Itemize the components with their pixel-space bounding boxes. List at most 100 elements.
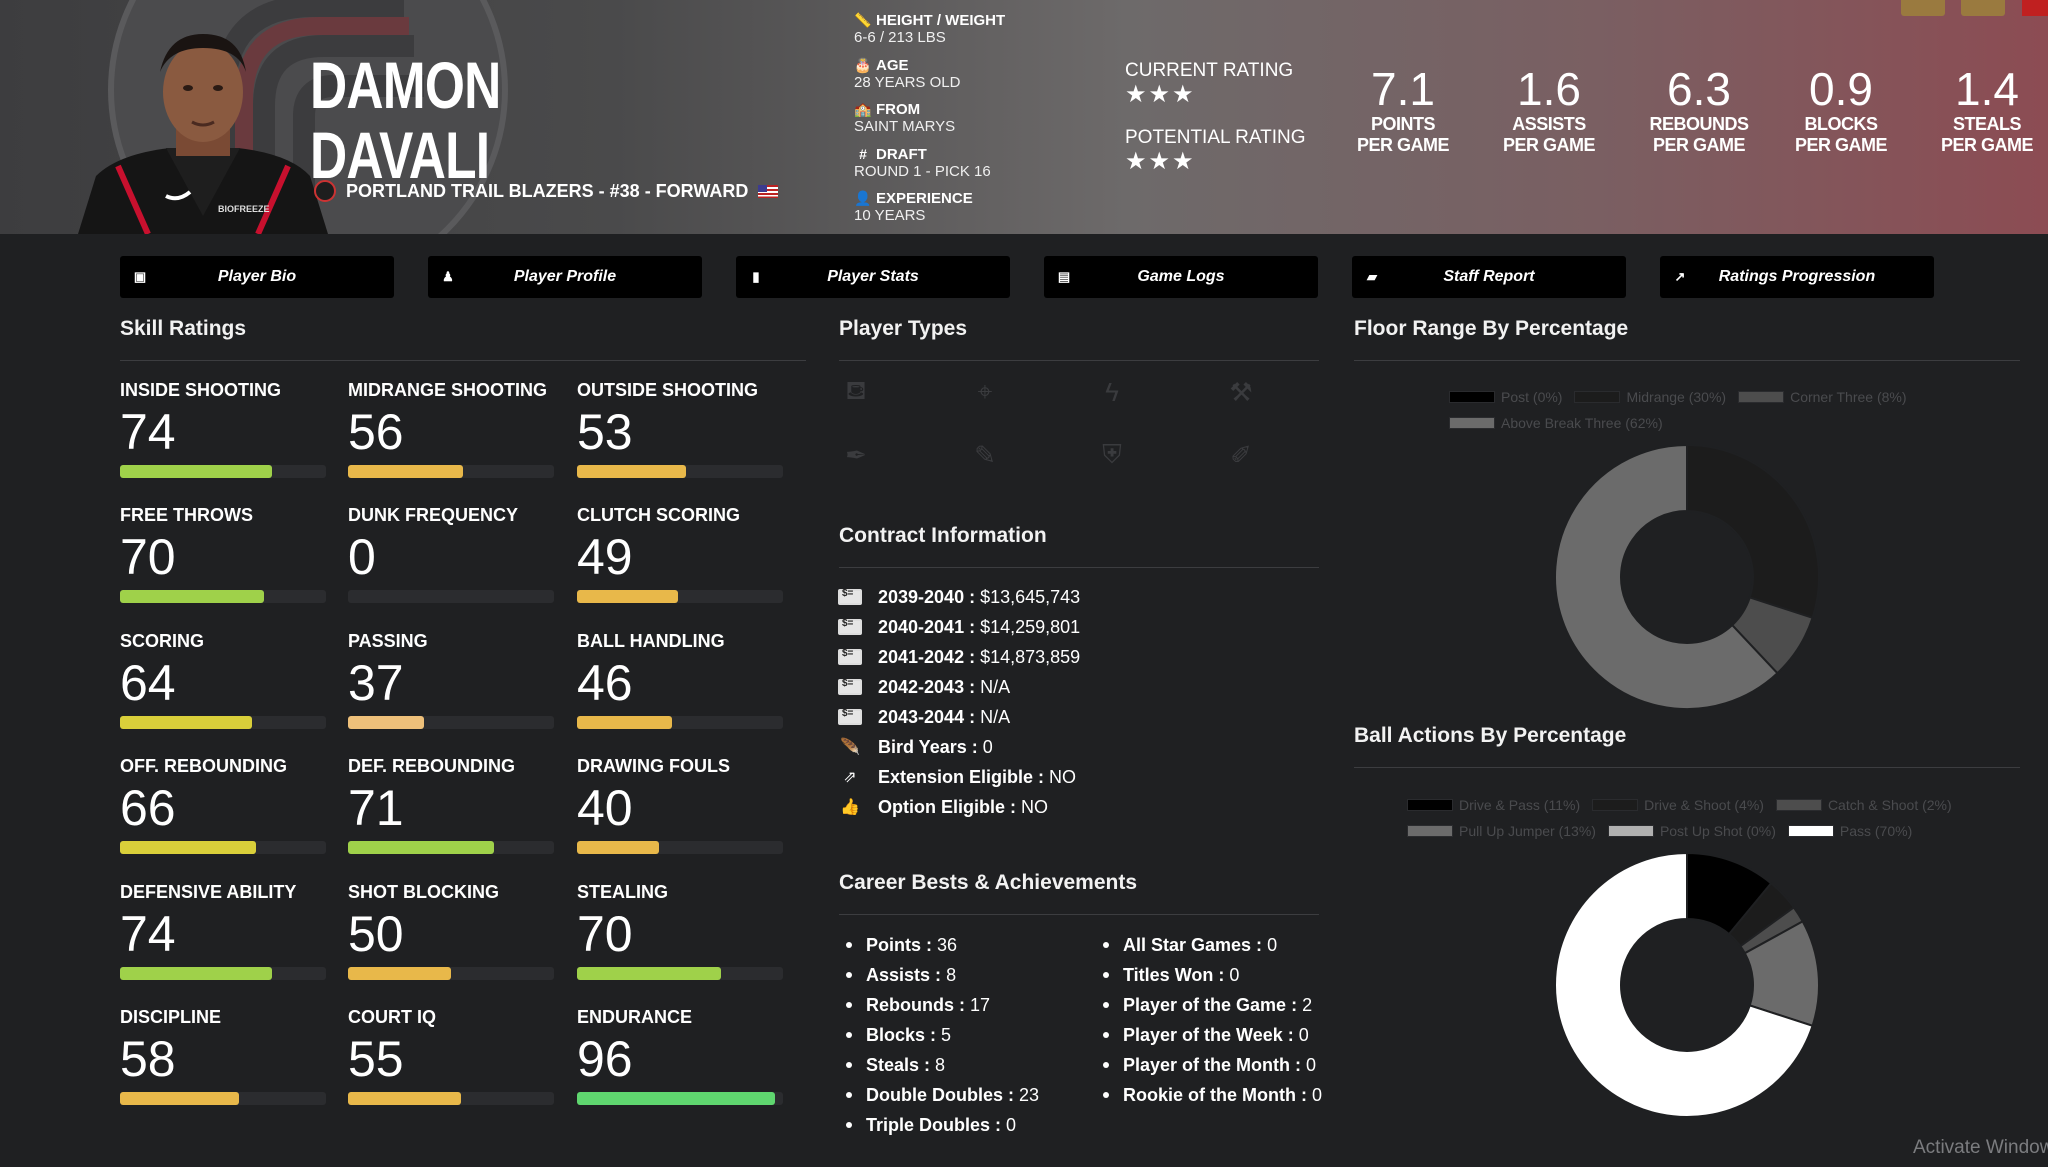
career-item: Player of the Month : 0 — [1103, 1050, 1322, 1080]
pen-nib-icon[interactable]: ✒ — [845, 439, 867, 470]
nav-staff-report-button[interactable]: ▰ Staff Report — [1352, 256, 1626, 298]
player-last-name: DAVALI — [310, 118, 490, 192]
legend-item[interactable]: Midrange (30%) — [1574, 384, 1726, 410]
career-value: 23 — [1019, 1084, 1040, 1105]
contract-key: 2041-2042 : — [878, 646, 976, 667]
paint-roller-icon[interactable]: ⚒ — [1229, 376, 1253, 407]
career-item: All Star Games : 0 — [1103, 930, 1322, 960]
nav-player-stats-button[interactable]: ▮ Player Stats — [736, 256, 1010, 298]
skill-name: DISCIPLINE — [120, 1007, 222, 1027]
legend-item[interactable]: Post Up Shot (0%) — [1607, 818, 1776, 844]
contract-row: 2043-2044 : N/A — [838, 702, 1080, 732]
skill-value: 40 — [577, 780, 633, 837]
external-link-icon: ⇗ — [843, 769, 857, 786]
skill-bar-fill — [120, 465, 273, 478]
career-key: Steals : — [866, 1054, 931, 1075]
legend-item[interactable]: Drive & Shoot (4%) — [1592, 792, 1764, 818]
legend-swatch — [1449, 417, 1495, 429]
skill-bar — [120, 1092, 326, 1105]
skill-bar-fill — [577, 966, 722, 980]
potential-rating-stars: ★★★ — [1125, 148, 1196, 175]
nav-ratings-progression-button[interactable]: ↗ Ratings Progression — [1660, 256, 1934, 298]
skill-name: CLUTCH SCORING — [577, 505, 740, 526]
stat-value: 1.6 — [1517, 63, 1581, 115]
skill-bar — [577, 715, 783, 729]
skill-value: 46 — [577, 654, 633, 711]
legend-label: Drive & Pass (11%) — [1459, 797, 1581, 813]
skill-name: PASSING — [348, 630, 428, 651]
close-button[interactable] — [2022, 0, 2048, 16]
contract-row: ⇗ Extension Eligible : NO — [838, 762, 1080, 792]
stat-blocks: 0.9 BLOCKS PER GAME — [1771, 64, 1911, 156]
bio-value: 28 YEARS OLD — [854, 73, 961, 91]
legend-item[interactable]: Post (0%) — [1449, 384, 1562, 410]
legend-item[interactable]: Corner Three (8%) — [1738, 384, 1907, 410]
divider — [1354, 360, 2020, 361]
donut-slice[interactable] — [1686, 443, 1820, 620]
skill-inside-shooting: INSIDE SHOOTING 74 — [120, 380, 326, 478]
brush-icon[interactable]: ✐ — [1230, 439, 1252, 470]
magic-wand-icon[interactable]: ✎ — [974, 439, 996, 470]
legend-item[interactable]: Above Break Three (62%) — [1449, 410, 1663, 436]
contract-key: Bird Years : — [878, 736, 978, 757]
legend-item[interactable]: Catch & Shoot (2%) — [1775, 792, 1952, 818]
contract-row: 👍 Option Eligible : NO — [838, 792, 1080, 822]
bio-value: ROUND 1 - PICK 16 — [854, 162, 991, 180]
line-chart-icon: ↗ — [1674, 269, 1686, 284]
skill-clutch-scoring: CLUTCH SCORING 49 — [577, 505, 783, 604]
stat-label: PER GAME — [1652, 135, 1746, 155]
legend-item[interactable]: Drive & Pass (11%) — [1407, 792, 1580, 818]
legend-swatch — [1407, 825, 1453, 837]
shield-icon[interactable]: ⛨ — [1102, 439, 1122, 469]
skill-bar — [348, 1092, 554, 1105]
contract-value: $14,259,801 — [980, 616, 1081, 637]
next-player-button[interactable] — [1961, 0, 2005, 16]
legend-swatch — [1449, 391, 1495, 403]
current-rating: CURRENT RATING ★★★ — [1125, 60, 1293, 108]
bio-label: HEIGHT / WEIGHT — [876, 12, 1006, 29]
career-value: 8 — [946, 964, 957, 985]
legend-item[interactable]: Pass (70%) — [1787, 818, 1912, 844]
skill-name: FREE THROWS — [120, 505, 253, 526]
stat-steals: 1.4 STEALS PER GAME — [1917, 64, 2048, 156]
skill-bar-fill — [577, 841, 660, 855]
contract-row: 2040-2041 : $14,259,801 — [838, 612, 1080, 642]
career-value: 0 — [1229, 964, 1240, 985]
skill-name: COURT IQ — [348, 1007, 436, 1027]
contract-title: Contract Information — [839, 524, 1047, 547]
donut-slice[interactable] — [1554, 851, 1814, 1118]
skill-bar — [120, 841, 326, 855]
skill-stealing: STEALING 70 — [577, 882, 783, 980]
skill-value: 96 — [577, 1031, 633, 1087]
contract-value: N/A — [980, 706, 1011, 727]
divider — [120, 360, 806, 361]
stat-assists: 1.6 ASSISTS PER GAME — [1479, 64, 1619, 156]
player-types-title: Player Types — [839, 317, 968, 340]
skill-name: DUNK FREQUENCY — [348, 505, 519, 526]
skill-bar — [577, 1092, 783, 1105]
current-rating-stars: ★★★ — [1125, 81, 1196, 108]
bolt-icon[interactable]: ϟ — [1105, 376, 1119, 407]
career-value: 0 — [1306, 1054, 1317, 1075]
skill-value: 64 — [120, 654, 176, 711]
stat-label: ASSISTS — [1512, 114, 1586, 134]
career-right-list: All Star Games : 0 Titles Won : 0 Player… — [1103, 930, 1322, 1110]
career-key: All Star Games : — [1123, 934, 1263, 955]
nav-game-logs-button[interactable]: ▤ Game Logs — [1044, 256, 1318, 298]
skill-bar — [577, 841, 783, 855]
paint-bucket-icon[interactable]: ⛾ — [845, 374, 867, 405]
school-icon: 🏫 — [854, 101, 872, 117]
skill-value: 70 — [577, 905, 633, 962]
donut-slice[interactable] — [1554, 443, 1779, 710]
nav-player-profile-button[interactable]: ♟ Player Profile — [428, 256, 702, 298]
contract-key: 2043-2044 : — [878, 706, 976, 727]
legend-label: Midrange (30%) — [1626, 389, 1727, 405]
legend-item[interactable]: Pull Up Jumper (13%) — [1407, 818, 1596, 844]
contract-key: 2040-2041 : — [878, 616, 976, 637]
career-item: Steals : 8 — [846, 1050, 1039, 1080]
skill-value: 0 — [348, 529, 376, 586]
nav-player-bio-button[interactable]: ▣ Player Bio — [120, 256, 394, 298]
prev-player-button[interactable] — [1901, 0, 1945, 16]
crosshair-icon[interactable]: ⌖ — [977, 376, 993, 406]
skill-bar-fill — [348, 1092, 462, 1105]
